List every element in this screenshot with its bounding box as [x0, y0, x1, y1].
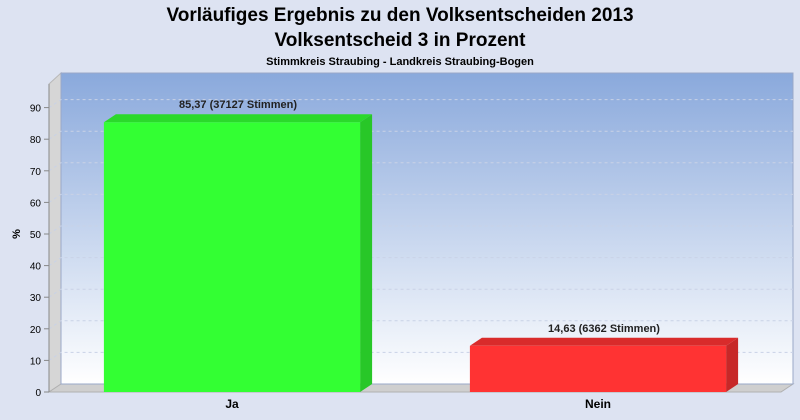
y-tick-label: 10	[30, 356, 42, 367]
data-label: 85,37 (37127 Stimmen)	[179, 99, 297, 111]
y-tick-label: 20	[30, 325, 42, 336]
data-labels: 85,37 (37127 Stimmen) 14,63 (6362 Stimmen…	[179, 99, 660, 335]
y-axis-label: %	[11, 229, 23, 239]
chart-title: Vorläufiges Ergebnis zu den Volksentsche…	[166, 5, 633, 26]
y-tick-label: 60	[30, 198, 42, 209]
chart-subsubtitle: Stimmkreis Straubing - Landkreis Straubi…	[266, 56, 534, 68]
bar-ja	[103, 114, 373, 392]
y-tick-label: 30	[30, 293, 42, 304]
chart-subtitle: Volksentscheid 3 in Prozent	[275, 30, 527, 51]
y-tick-label: 70	[30, 167, 42, 178]
grid-line	[48, 99, 793, 109]
bar-front-face	[103, 122, 361, 392]
x-tick-label: Ja	[225, 397, 239, 411]
grid-line	[48, 320, 793, 330]
bar-top-face	[469, 337, 739, 346]
grid-line	[48, 257, 793, 267]
grid-line	[48, 351, 793, 361]
grid-line	[48, 162, 793, 172]
bar-side-face	[360, 114, 373, 392]
y-tick-label: 40	[30, 262, 42, 273]
bar-front-face	[469, 345, 727, 392]
grid-lines	[48, 99, 793, 361]
grid-line	[48, 193, 793, 203]
y-tick-labels: 0 10 20 30 40 50 60 70 80 90	[30, 104, 49, 399]
bar-top-face	[103, 114, 373, 123]
bar-side-face	[726, 337, 739, 392]
y-tick-label: 90	[30, 104, 42, 115]
x-tick-labels: Ja Nein	[225, 397, 611, 411]
y-tick-label: 80	[30, 135, 42, 146]
bar-nein	[469, 337, 739, 392]
y-tick-label: 50	[30, 230, 42, 241]
grid-line	[48, 225, 793, 235]
y-tick-label: 0	[35, 388, 41, 399]
x-tick-label: Nein	[585, 397, 611, 411]
grid-line	[48, 130, 793, 140]
bars	[103, 114, 739, 392]
data-label: 14,63 (6362 Stimmen)	[548, 323, 660, 335]
grid-line	[48, 288, 793, 298]
